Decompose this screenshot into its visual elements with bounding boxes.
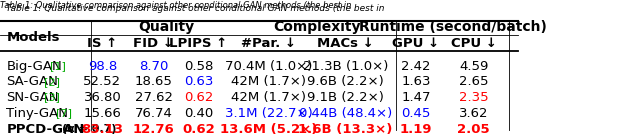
Text: 2.65: 2.65 [459, 75, 488, 88]
Text: [3]: [3] [44, 93, 60, 103]
Text: 3.62: 3.62 [459, 107, 488, 120]
Text: 4.59: 4.59 [459, 60, 488, 73]
Text: Runtime (second/batch): Runtime (second/batch) [359, 20, 547, 34]
Text: #Par. ↓: #Par. ↓ [241, 37, 296, 49]
Text: [1]: [1] [50, 61, 66, 71]
Text: 98.8: 98.8 [88, 60, 117, 73]
Text: SA-GAN: SA-GAN [6, 75, 58, 88]
Text: 9.1B (2.2×): 9.1B (2.2×) [307, 91, 384, 104]
Text: IS ↑: IS ↑ [87, 37, 118, 49]
Text: 0.44B (48.4×): 0.44B (48.4×) [299, 107, 392, 120]
Text: 18.65: 18.65 [134, 75, 173, 88]
Text: 0.62: 0.62 [182, 122, 215, 136]
Text: MACs ↓: MACs ↓ [317, 37, 374, 49]
Text: 0.40: 0.40 [184, 107, 213, 120]
Text: 21.3B (1.0×): 21.3B (1.0×) [303, 60, 388, 73]
Text: 8.70: 8.70 [139, 60, 168, 73]
Text: PPCD-GAN: PPCD-GAN [6, 122, 84, 136]
Text: Table 1: Qualitative comparison against other conditional GAN methods (the best : Table 1: Qualitative comparison against … [0, 1, 354, 10]
Text: 70.4M (1.0×): 70.4M (1.0×) [225, 60, 312, 73]
Text: 76.74: 76.74 [134, 107, 173, 120]
Text: [2]: [2] [44, 77, 60, 87]
Text: 42M (1.7×): 42M (1.7×) [231, 75, 307, 88]
Text: 0.58: 0.58 [184, 60, 213, 73]
Text: 0.45: 0.45 [401, 107, 431, 120]
Text: 12.76: 12.76 [132, 122, 175, 136]
Text: 1.47: 1.47 [401, 91, 431, 104]
Text: 1.6B (13.3×): 1.6B (13.3×) [298, 122, 393, 136]
Text: 1.63: 1.63 [401, 75, 431, 88]
Text: 2.42: 2.42 [401, 60, 431, 73]
Text: LPIPS ↑: LPIPS ↑ [169, 37, 228, 49]
Text: FID ↓: FID ↓ [133, 37, 174, 49]
Text: Complexity: Complexity [273, 20, 360, 34]
Text: 13.6M (5.2×): 13.6M (5.2×) [220, 122, 317, 136]
Text: 15.66: 15.66 [83, 107, 122, 120]
Text: GPU ↓: GPU ↓ [392, 37, 440, 49]
Text: 42M (1.7×): 42M (1.7×) [231, 91, 307, 104]
Text: 3.1M (22.7×): 3.1M (22.7×) [225, 107, 313, 120]
Text: Models: Models [6, 30, 60, 44]
Text: 2.05: 2.05 [458, 122, 490, 136]
Text: 1.19: 1.19 [400, 122, 432, 136]
Text: Quality: Quality [138, 20, 195, 34]
Text: 27.62: 27.62 [134, 91, 173, 104]
Text: CPU ↓: CPU ↓ [451, 37, 497, 49]
Text: 9.6B (2.2×): 9.6B (2.2×) [307, 75, 384, 88]
Text: 0.63: 0.63 [184, 75, 213, 88]
Text: [7]: [7] [56, 108, 72, 118]
Text: 36.80: 36.80 [84, 91, 121, 104]
Text: 2.35: 2.35 [459, 91, 488, 104]
Text: 0.62: 0.62 [184, 91, 213, 104]
Text: 52.52: 52.52 [83, 75, 122, 88]
Text: Big-GAN: Big-GAN [6, 60, 62, 73]
Text: Tiny-GAN: Tiny-GAN [6, 107, 68, 120]
Text: Table 1: Qualitative comparison against other conditional GAN methods (the best : Table 1: Qualitative comparison against … [6, 4, 388, 13]
Text: (α = 0.7): (α = 0.7) [62, 124, 116, 134]
Text: 83.13: 83.13 [81, 122, 124, 136]
Text: SN-GAN: SN-GAN [6, 91, 59, 104]
